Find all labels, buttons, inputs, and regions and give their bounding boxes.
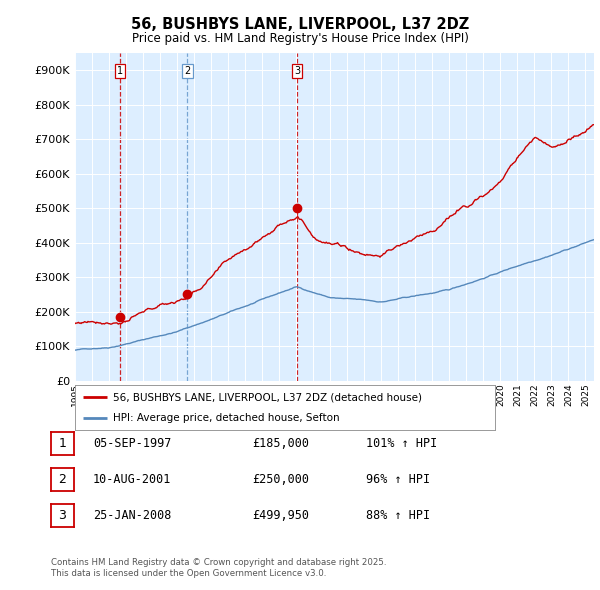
Text: 2: 2 <box>58 473 67 486</box>
Text: £250,000: £250,000 <box>252 473 309 486</box>
Text: Contains HM Land Registry data © Crown copyright and database right 2025.
This d: Contains HM Land Registry data © Crown c… <box>51 558 386 578</box>
Text: Price paid vs. HM Land Registry's House Price Index (HPI): Price paid vs. HM Land Registry's House … <box>131 32 469 45</box>
Text: 3: 3 <box>295 66 301 76</box>
Text: HPI: Average price, detached house, Sefton: HPI: Average price, detached house, Seft… <box>113 412 340 422</box>
Text: 10-AUG-2001: 10-AUG-2001 <box>93 473 172 486</box>
Text: 56, BUSHBYS LANE, LIVERPOOL, L37 2DZ (detached house): 56, BUSHBYS LANE, LIVERPOOL, L37 2DZ (de… <box>113 392 422 402</box>
Text: 56, BUSHBYS LANE, LIVERPOOL, L37 2DZ: 56, BUSHBYS LANE, LIVERPOOL, L37 2DZ <box>131 17 469 31</box>
Text: 3: 3 <box>58 509 67 522</box>
Text: 25-JAN-2008: 25-JAN-2008 <box>93 509 172 522</box>
Text: 1: 1 <box>58 437 67 450</box>
Text: 2: 2 <box>184 66 191 76</box>
Text: 101% ↑ HPI: 101% ↑ HPI <box>366 437 437 450</box>
Text: 1: 1 <box>118 66 124 76</box>
Text: £185,000: £185,000 <box>252 437 309 450</box>
Text: 88% ↑ HPI: 88% ↑ HPI <box>366 509 430 522</box>
Text: 96% ↑ HPI: 96% ↑ HPI <box>366 473 430 486</box>
Text: 05-SEP-1997: 05-SEP-1997 <box>93 437 172 450</box>
Text: £499,950: £499,950 <box>252 509 309 522</box>
